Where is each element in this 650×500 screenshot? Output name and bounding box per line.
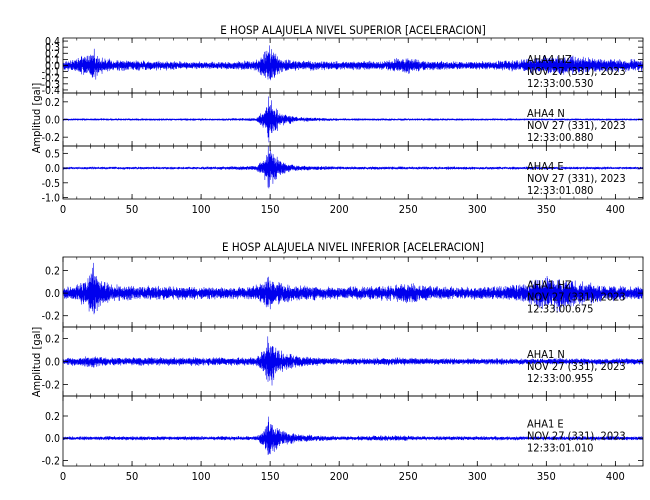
x-tick-label: 50 [126, 203, 139, 216]
y-tick-label: 0.1 [45, 54, 60, 66]
y-tick-label: 0.0 [45, 357, 60, 369]
x-tick-label: 0 [60, 203, 66, 216]
trace-date-label: 12:33:00.955 [527, 372, 593, 385]
waveform-trace [62, 45, 644, 81]
waveform-trace [62, 336, 644, 386]
y-tick-label: -1.0 [42, 193, 60, 205]
trace-date-label: NOV 27 (331), 2023 [527, 172, 626, 185]
x-tick-label: 50 [126, 470, 139, 483]
trace-date-label: NOV 27 (331), 2023 [527, 430, 626, 443]
y-tick-label: 0.0 [45, 433, 60, 445]
y-tick-label: 0.5 [45, 148, 60, 160]
x-tick-label: 350 [537, 203, 556, 216]
chart-2: E HOSP ALAJUELA NIVEL INFERIOR [ACELERAC… [30, 240, 644, 483]
x-tick-label: 100 [192, 470, 211, 483]
y-tick-label: -0.4 [42, 85, 60, 97]
y-tick-label: 0.0 [45, 163, 60, 175]
y-tick-label: 0.2 [45, 266, 60, 278]
trace-date-label: NOV 27 (331), 2023 [527, 360, 626, 373]
trace-station-label: AHA4 HZ [527, 53, 572, 66]
y-tick-label: -0.2 [42, 132, 60, 144]
y-tick-label: -0.5 [42, 178, 60, 190]
x-tick-label: 100 [192, 203, 211, 216]
trace-station-label: AHA1 E [527, 418, 564, 431]
trace-date-label: NOV 27 (331), 2023 [527, 65, 626, 78]
y-axis-label: Amplitud [gal] [30, 83, 43, 154]
x-tick-label: 150 [261, 203, 280, 216]
y-tick-label: -0.1 [42, 67, 60, 79]
y-tick-label: 0.0 [45, 288, 60, 300]
trace-date-label: 12:33:01.080 [527, 184, 593, 197]
y-tick-label: -0.2 [42, 73, 60, 85]
trace-date-label: 12:33:00.675 [527, 303, 593, 316]
trace-date-label: NOV 27 (331), 2023 [527, 119, 626, 132]
chart-title: E HOSP ALAJUELA NIVEL SUPERIOR [ACELERAC… [220, 23, 486, 37]
x-tick-label: 400 [606, 203, 625, 216]
trace-station-label: AHA4 N [527, 107, 565, 120]
y-tick-label: -0.3 [42, 79, 60, 91]
trace-date-label: 12:33:00.530 [527, 77, 593, 90]
x-tick-label: 200 [330, 203, 349, 216]
y-tick-label: 0.3 [45, 42, 60, 54]
y-tick-label: 0.2 [45, 411, 60, 423]
y-tick-label: 0.4 [45, 36, 60, 48]
x-tick-label: 0 [60, 470, 66, 483]
x-tick-label: 200 [330, 470, 349, 483]
y-tick-label: 0.2 [45, 97, 60, 109]
y-tick-label: 0.0 [45, 115, 60, 127]
trace-station-label: AHA1 HZ [527, 279, 572, 292]
waveform-trace [62, 416, 644, 455]
x-tick-label: 250 [399, 203, 418, 216]
y-tick-label: 0.2 [45, 48, 60, 60]
trace-station-label: AHA1 N [527, 348, 565, 361]
y-tick-label: -0.2 [42, 311, 60, 323]
chart-title: E HOSP ALAJUELA NIVEL INFERIOR [ACELERAC… [222, 240, 484, 254]
trace-date-label: 12:33:00.880 [527, 131, 593, 144]
waveform-trace [62, 145, 644, 189]
x-tick-label: 300 [468, 203, 487, 216]
x-tick-label: 400 [606, 470, 625, 483]
x-tick-label: 150 [261, 470, 280, 483]
trace-panel-1: -0.4-0.3-0.2-0.10.00.10.20.30.4 AHA4 HZNO… [42, 36, 644, 97]
x-tick-label: 250 [399, 470, 418, 483]
trace-station-label: AHA4 E [527, 160, 564, 173]
trace-date-label: 12:33:01.010 [527, 442, 593, 455]
chart-1: E HOSP ALAJUELA NIVEL SUPERIOR [ACELERAC… [30, 23, 644, 216]
y-tick-label: 0.0 [45, 61, 60, 73]
y-tick-label: 0.2 [45, 334, 60, 346]
waveform-trace [62, 262, 644, 315]
y-tick-label: -0.2 [42, 380, 60, 392]
trace-date-label: NOV 27 (331), 2023 [527, 291, 626, 304]
waveform-trace [62, 96, 644, 143]
x-tick-label: 350 [537, 470, 556, 483]
y-axis-label: Amplitud [gal] [30, 327, 43, 398]
x-tick-label: 300 [468, 470, 487, 483]
y-tick-label: -0.2 [42, 455, 60, 467]
